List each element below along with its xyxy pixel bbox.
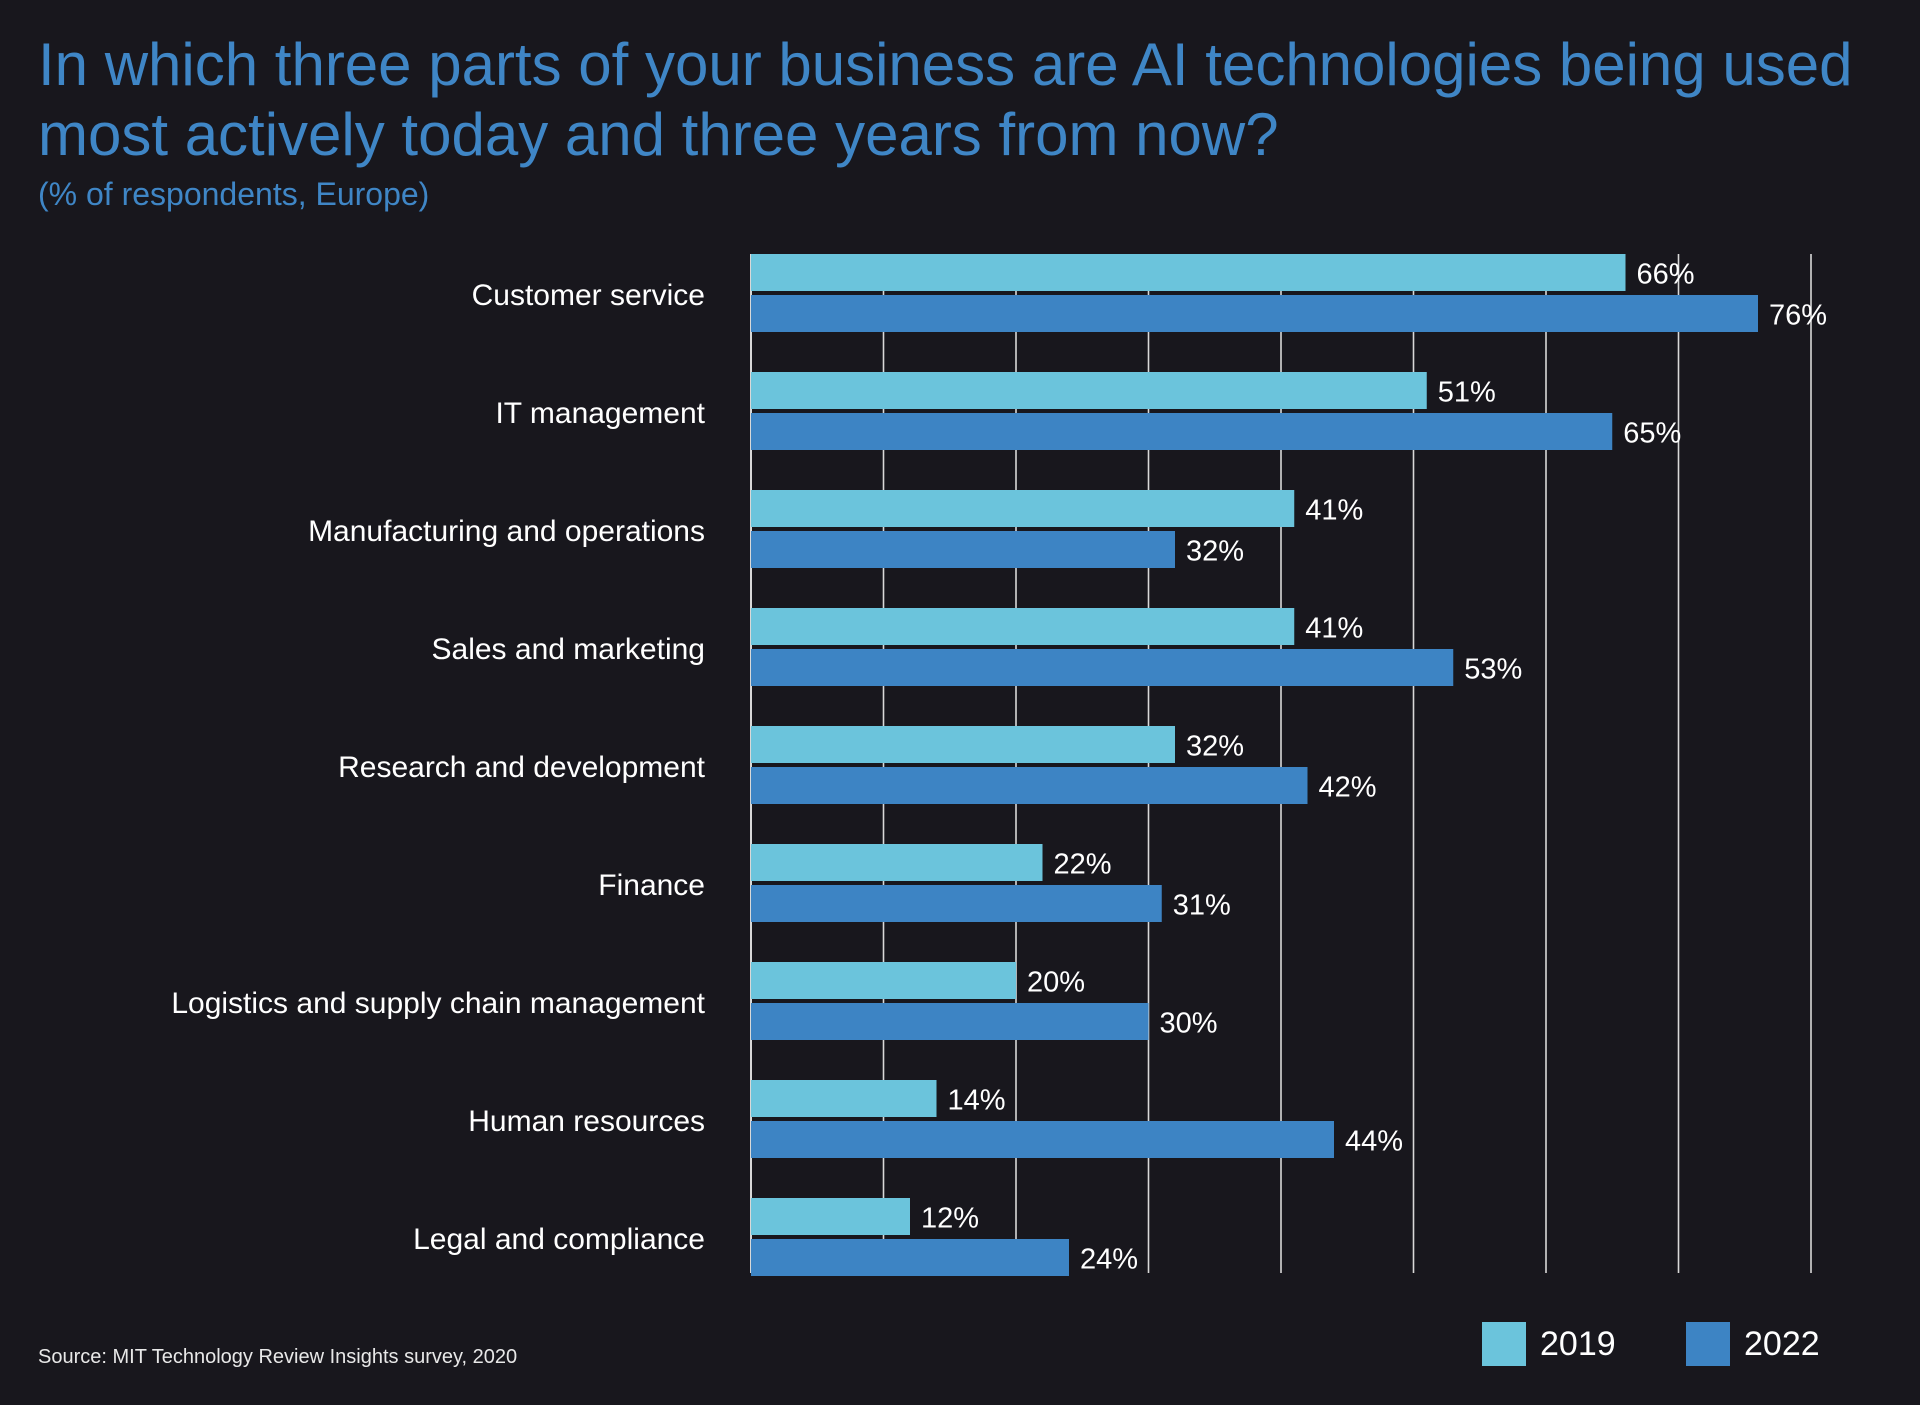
bar-2022 [751,1121,1334,1158]
category-label: Logistics and supply chain management [171,987,705,1020]
category-label: IT management [495,397,705,430]
legend-swatch-2022 [1686,1322,1730,1366]
chart-title: In which three parts of your business ar… [38,31,1853,168]
value-label: 65% [1623,418,1681,450]
bar-chart: Customer service IT management Manufacturi… [171,254,1827,1276]
category-label: Sales and marketing [432,633,706,666]
legend-label-2022: 2022 [1744,1325,1820,1363]
value-label: 53% [1464,654,1522,686]
bar-2022 [751,413,1613,450]
category-label: Legal and compliance [413,1223,705,1256]
bars [751,254,1758,1276]
value-label: 12% [921,1203,979,1235]
bar-2019 [751,372,1427,409]
value-label: 76% [1769,300,1827,332]
category-label: Human resources [468,1105,705,1138]
category-labels: Customer service IT management Manufacturi… [171,279,705,1256]
bar-2019 [751,962,1016,999]
category-label: Manufacturing and operations [308,515,705,548]
value-labels: 66% 76% 51% 65% 41% 32% 41% 53% 32% 42% 22% 31% 20% 3… [921,259,1827,1276]
value-label: 32% [1186,536,1244,568]
bar-2019 [751,726,1175,763]
bar-2019 [751,1198,910,1235]
bar-2019 [751,844,1043,881]
bar-2022 [751,649,1454,686]
value-label: 22% [1054,849,1112,881]
value-label: 20% [1027,967,1085,999]
bar-2022 [751,295,1758,332]
bar-2022 [751,1003,1149,1040]
chart-subtitle: (% of respondents, Europe) [38,176,430,212]
bar-2019 [751,1080,937,1117]
bar-2022 [751,885,1162,922]
category-label: Finance [598,869,705,902]
value-label: 30% [1160,1008,1218,1040]
category-label: Research and development [338,751,706,784]
value-label: 42% [1319,772,1377,804]
bar-2022 [751,531,1175,568]
bar-2019 [751,254,1626,291]
value-label: 44% [1345,1126,1403,1158]
bar-2019 [751,490,1295,527]
bar-2019 [751,608,1295,645]
value-label: 32% [1186,731,1244,763]
legend-swatch-2019 [1482,1322,1526,1366]
category-label: Customer service [472,279,705,312]
value-label: 24% [1080,1244,1138,1276]
value-label: 51% [1438,377,1496,409]
source-note: Source: MIT Technology Review Insights s… [38,1346,518,1368]
legend-label-2019: 2019 [1540,1325,1616,1363]
value-label: 41% [1305,495,1363,527]
value-label: 41% [1305,613,1363,645]
bar-2022 [751,1239,1069,1276]
value-label: 66% [1637,259,1695,291]
value-label: 14% [948,1085,1006,1117]
value-label: 31% [1173,890,1231,922]
bar-2022 [751,767,1308,804]
